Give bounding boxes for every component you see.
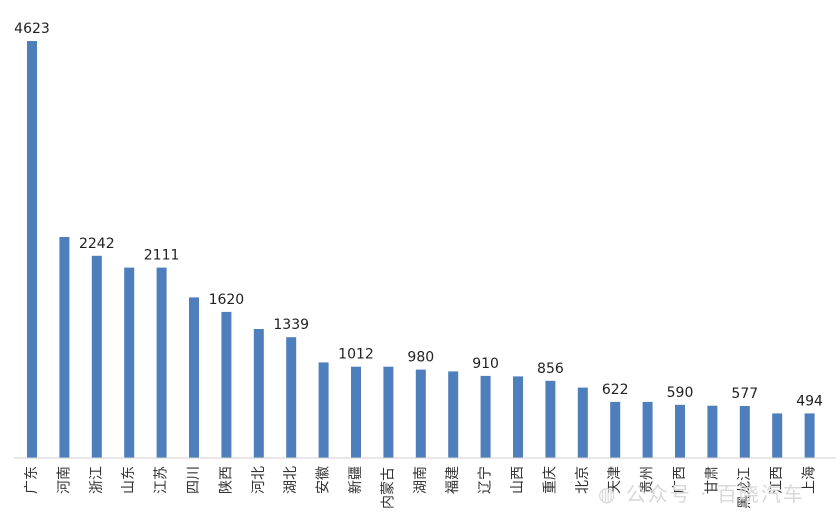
bar-12 [415,369,426,458]
wechat-icon: ◍ [598,482,618,506]
bar-17 [577,387,588,458]
x-tick-label-4: 江苏 [154,466,170,494]
x-tick-label-1: 河南 [56,466,72,494]
bar-11 [383,366,394,458]
data-label-4: 2111 [144,248,180,264]
bar-10 [351,366,361,458]
bar-4 [156,267,167,458]
bar-3 [124,267,135,458]
data-label-24: 494 [796,393,823,409]
x-tick-label-2: 浙江 [89,466,105,494]
x-tick-label-22: 黑龙江 [737,467,753,509]
bar-15 [513,376,523,458]
bar-23 [772,413,783,458]
x-tick-label-3: 山东 [121,466,137,494]
data-label-22: 577 [731,386,758,402]
bar-22 [739,406,750,458]
data-label-18: 622 [602,382,629,398]
data-label-2: 2242 [79,236,115,252]
x-tick-label-8: 湖北 [283,466,299,494]
bar-0 [27,41,37,458]
bar-7 [253,329,264,458]
bar-5 [189,297,199,458]
bar-18 [610,401,621,458]
bars-group [27,41,815,458]
x-tick-label-18: 天津 [607,466,623,494]
x-tick-label-6: 陕西 [218,466,234,494]
data-label-12: 980 [407,350,434,366]
x-tick-label-19: 贵州 [640,466,656,494]
x-tick-label-9: 安徽 [316,466,332,494]
x-tick-label-5: 四川 [186,466,202,494]
bar-13 [448,371,459,458]
data-label-20: 590 [667,385,694,401]
bar-8 [286,337,297,458]
x-tick-label-20: 广西 [672,466,688,494]
bar-6 [221,311,232,458]
x-tick-label-23: 江西 [769,466,785,494]
bar-16 [545,380,556,458]
data-label-14: 910 [472,356,499,372]
x-tick-label-0: 广东 [24,466,40,494]
x-tick-labels-group: 广东 河南 浙江 山东 江苏 四川 陕西 河北 湖北 安徽 新疆 内蒙古 湖南 福建 辽宁 山西 重庆 北京 天津贵… [24,466,818,509]
x-tick-label-17: 北京 [575,466,591,494]
watermark-text: 公众号 · 百晓汽车 [625,482,805,506]
x-tick-label-10: 新疆 [348,466,364,494]
x-tick-label-14: 辽宁 [477,466,494,494]
bar-9 [318,362,329,458]
x-tick-label-16: 重庆 [542,466,558,494]
bar-19 [642,401,653,458]
data-label-16: 856 [537,361,564,377]
x-tick-label-7: 河北 [251,466,267,494]
watermark: ◍ 公众号 · 百晓汽车 [598,478,805,507]
bar-24 [804,413,815,458]
x-tick-label-24: 上海 [802,466,818,494]
data-label-0: 4623 [14,21,50,37]
data-label-6: 1620 [209,292,245,308]
data-labels-group: 4623 2242 2111 1620 1339 1012 980 910 856 622 590 5… [14,21,823,409]
x-tick-label-12: 湖南 [413,466,429,494]
data-label-10: 1012 [338,347,374,363]
bar-2 [91,255,102,458]
data-label-8: 1339 [273,317,309,333]
bar-1 [59,237,70,458]
bar-21 [707,405,718,458]
bar-20 [675,404,685,458]
x-tick-label-11: 内蒙古 [380,467,396,509]
x-tick-label-21: 甘肃 [704,466,720,494]
x-tick-label-13: 福建 [445,466,461,494]
x-tick-label-15: 山西 [510,466,526,494]
bar-14 [480,375,491,458]
